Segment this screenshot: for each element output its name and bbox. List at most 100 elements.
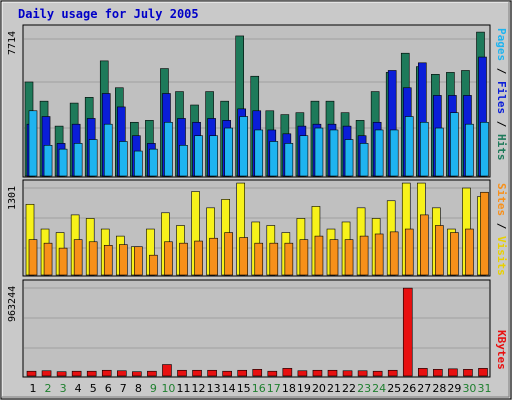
legend-pages: Pages bbox=[495, 28, 508, 62]
kbytes-bar-day-23 bbox=[357, 370, 368, 377]
pages-bar-day-27 bbox=[419, 121, 429, 177]
kbytes-bar-day-19 bbox=[297, 370, 308, 377]
kbytes-ymax-label: 963244 bbox=[7, 285, 18, 322]
sites-bar-day-6 bbox=[103, 244, 113, 276]
pages-bar-day-5 bbox=[88, 139, 98, 177]
x-label-day-28: 28 bbox=[432, 382, 447, 395]
x-label-day-24: 24 bbox=[372, 382, 387, 395]
sites-bar-day-5 bbox=[88, 241, 98, 276]
kbytes-bar-day-3 bbox=[56, 371, 67, 377]
sites-bar-day-2 bbox=[43, 242, 53, 276]
legend-sites: Sites bbox=[495, 183, 508, 217]
pages-bar-day-18 bbox=[284, 143, 294, 177]
pages-bar-day-19 bbox=[299, 135, 309, 177]
sites-bar-day-14 bbox=[224, 232, 233, 276]
x-label-day-30: 30 bbox=[462, 382, 477, 395]
sites-bar-day-31 bbox=[480, 191, 489, 276]
pages-bar-day-25 bbox=[389, 129, 399, 177]
pages-bar-day-20 bbox=[314, 127, 324, 177]
pages-bar-day-10 bbox=[164, 121, 173, 177]
x-label-day-3: 3 bbox=[59, 382, 67, 395]
x-label-day-5: 5 bbox=[89, 382, 97, 395]
sites-bar-day-30 bbox=[465, 228, 474, 276]
x-label-day-1: 1 bbox=[29, 382, 37, 395]
sites-bar-day-7 bbox=[119, 244, 128, 276]
kbytes-bar-day-26 bbox=[402, 287, 413, 377]
sites-bar-day-29 bbox=[450, 232, 459, 276]
kbytes-bar-day-4 bbox=[71, 370, 82, 377]
kbytes-bar-day-2 bbox=[41, 370, 52, 377]
pages-bar-day-16 bbox=[254, 129, 264, 177]
pages-bar-day-28 bbox=[435, 127, 444, 177]
kbytes-bar-day-25 bbox=[387, 369, 398, 377]
pages-bar-day-17 bbox=[269, 141, 279, 177]
legend-sep-1: / bbox=[495, 61, 508, 81]
pages-bar-day-14 bbox=[224, 127, 233, 177]
sites-bar-day-21 bbox=[329, 239, 339, 276]
sites-bar-day-17 bbox=[269, 242, 279, 276]
pages-bar-day-23 bbox=[359, 143, 369, 177]
kbytes-bar-day-22 bbox=[342, 370, 353, 377]
kbytes-bar-day-13 bbox=[207, 369, 217, 377]
kbytes-bar-day-24 bbox=[372, 370, 383, 377]
pages-bar-day-3 bbox=[58, 148, 68, 177]
sites-bar-day-27 bbox=[419, 214, 429, 276]
x-label-day-21: 21 bbox=[327, 382, 341, 395]
x-label-day-11: 11 bbox=[176, 382, 191, 395]
sites-bar-day-25 bbox=[389, 231, 399, 276]
kbytes-bars bbox=[26, 287, 488, 377]
sites-bar-day-1 bbox=[28, 239, 38, 276]
kbytes-bar-day-6 bbox=[101, 369, 112, 377]
x-label-day-6: 6 bbox=[104, 382, 112, 395]
kbytes-bar-day-10 bbox=[162, 364, 172, 377]
pages-bar-day-1 bbox=[28, 110, 38, 177]
visits-ymax-label: 1301 bbox=[7, 185, 18, 210]
kbytes-bar-day-16 bbox=[252, 369, 263, 377]
sites-bar-day-3 bbox=[58, 247, 68, 276]
kbytes-bar-day-29 bbox=[448, 368, 458, 377]
x-label-day-29: 29 bbox=[447, 382, 462, 395]
kbytes-bar-day-8 bbox=[132, 371, 142, 377]
pages-bar-day-26 bbox=[404, 116, 414, 177]
sites-bar-day-8 bbox=[134, 246, 143, 276]
x-label-day-18: 18 bbox=[281, 382, 296, 395]
sites-bar-day-12 bbox=[194, 240, 203, 276]
pages-bar-day-21 bbox=[329, 129, 339, 177]
x-label-day-27: 27 bbox=[417, 382, 432, 395]
pages-bar-day-9 bbox=[149, 148, 158, 177]
visits-sites-bars bbox=[25, 182, 489, 276]
pages-bar-day-30 bbox=[465, 123, 474, 177]
kbytes-bar-day-15 bbox=[237, 369, 247, 377]
kbytes-panel-bg bbox=[22, 279, 491, 378]
pages-bar-day-22 bbox=[344, 139, 354, 177]
kbytes-bar-day-27 bbox=[417, 368, 428, 377]
sites-bar-day-10 bbox=[164, 241, 173, 276]
pages-bar-day-15 bbox=[239, 116, 248, 177]
x-label-day-10: 10 bbox=[161, 382, 176, 395]
legend-files: Files bbox=[495, 81, 508, 115]
kbytes-bar-day-14 bbox=[222, 370, 232, 377]
x-label-day-12: 12 bbox=[191, 382, 206, 395]
pages-bar-day-8 bbox=[134, 150, 143, 177]
x-label-day-16: 16 bbox=[251, 382, 266, 395]
visits-legend: Sites / Visits bbox=[495, 183, 508, 276]
kbytes-bar-day-20 bbox=[312, 369, 323, 377]
sites-bar-day-9 bbox=[149, 254, 158, 276]
sites-bar-day-4 bbox=[73, 239, 83, 276]
kbytes-bar-day-9 bbox=[147, 370, 157, 377]
pages-bar-day-13 bbox=[209, 135, 218, 177]
x-label-day-31: 31 bbox=[477, 382, 492, 395]
sites-bar-day-15 bbox=[239, 237, 248, 276]
sites-bar-day-24 bbox=[374, 233, 384, 276]
x-label-day-8: 8 bbox=[134, 382, 142, 395]
x-label-day-17: 17 bbox=[266, 382, 281, 395]
hits-files-pages-bars bbox=[24, 31, 489, 177]
hits-legend: Pages / Files / Hits bbox=[495, 28, 508, 161]
pages-bar-day-29 bbox=[450, 112, 459, 177]
kbytes-bar-day-28 bbox=[433, 369, 443, 377]
sites-bar-day-11 bbox=[179, 242, 188, 276]
sites-bar-day-18 bbox=[284, 242, 294, 276]
x-label-day-14: 14 bbox=[221, 382, 236, 395]
